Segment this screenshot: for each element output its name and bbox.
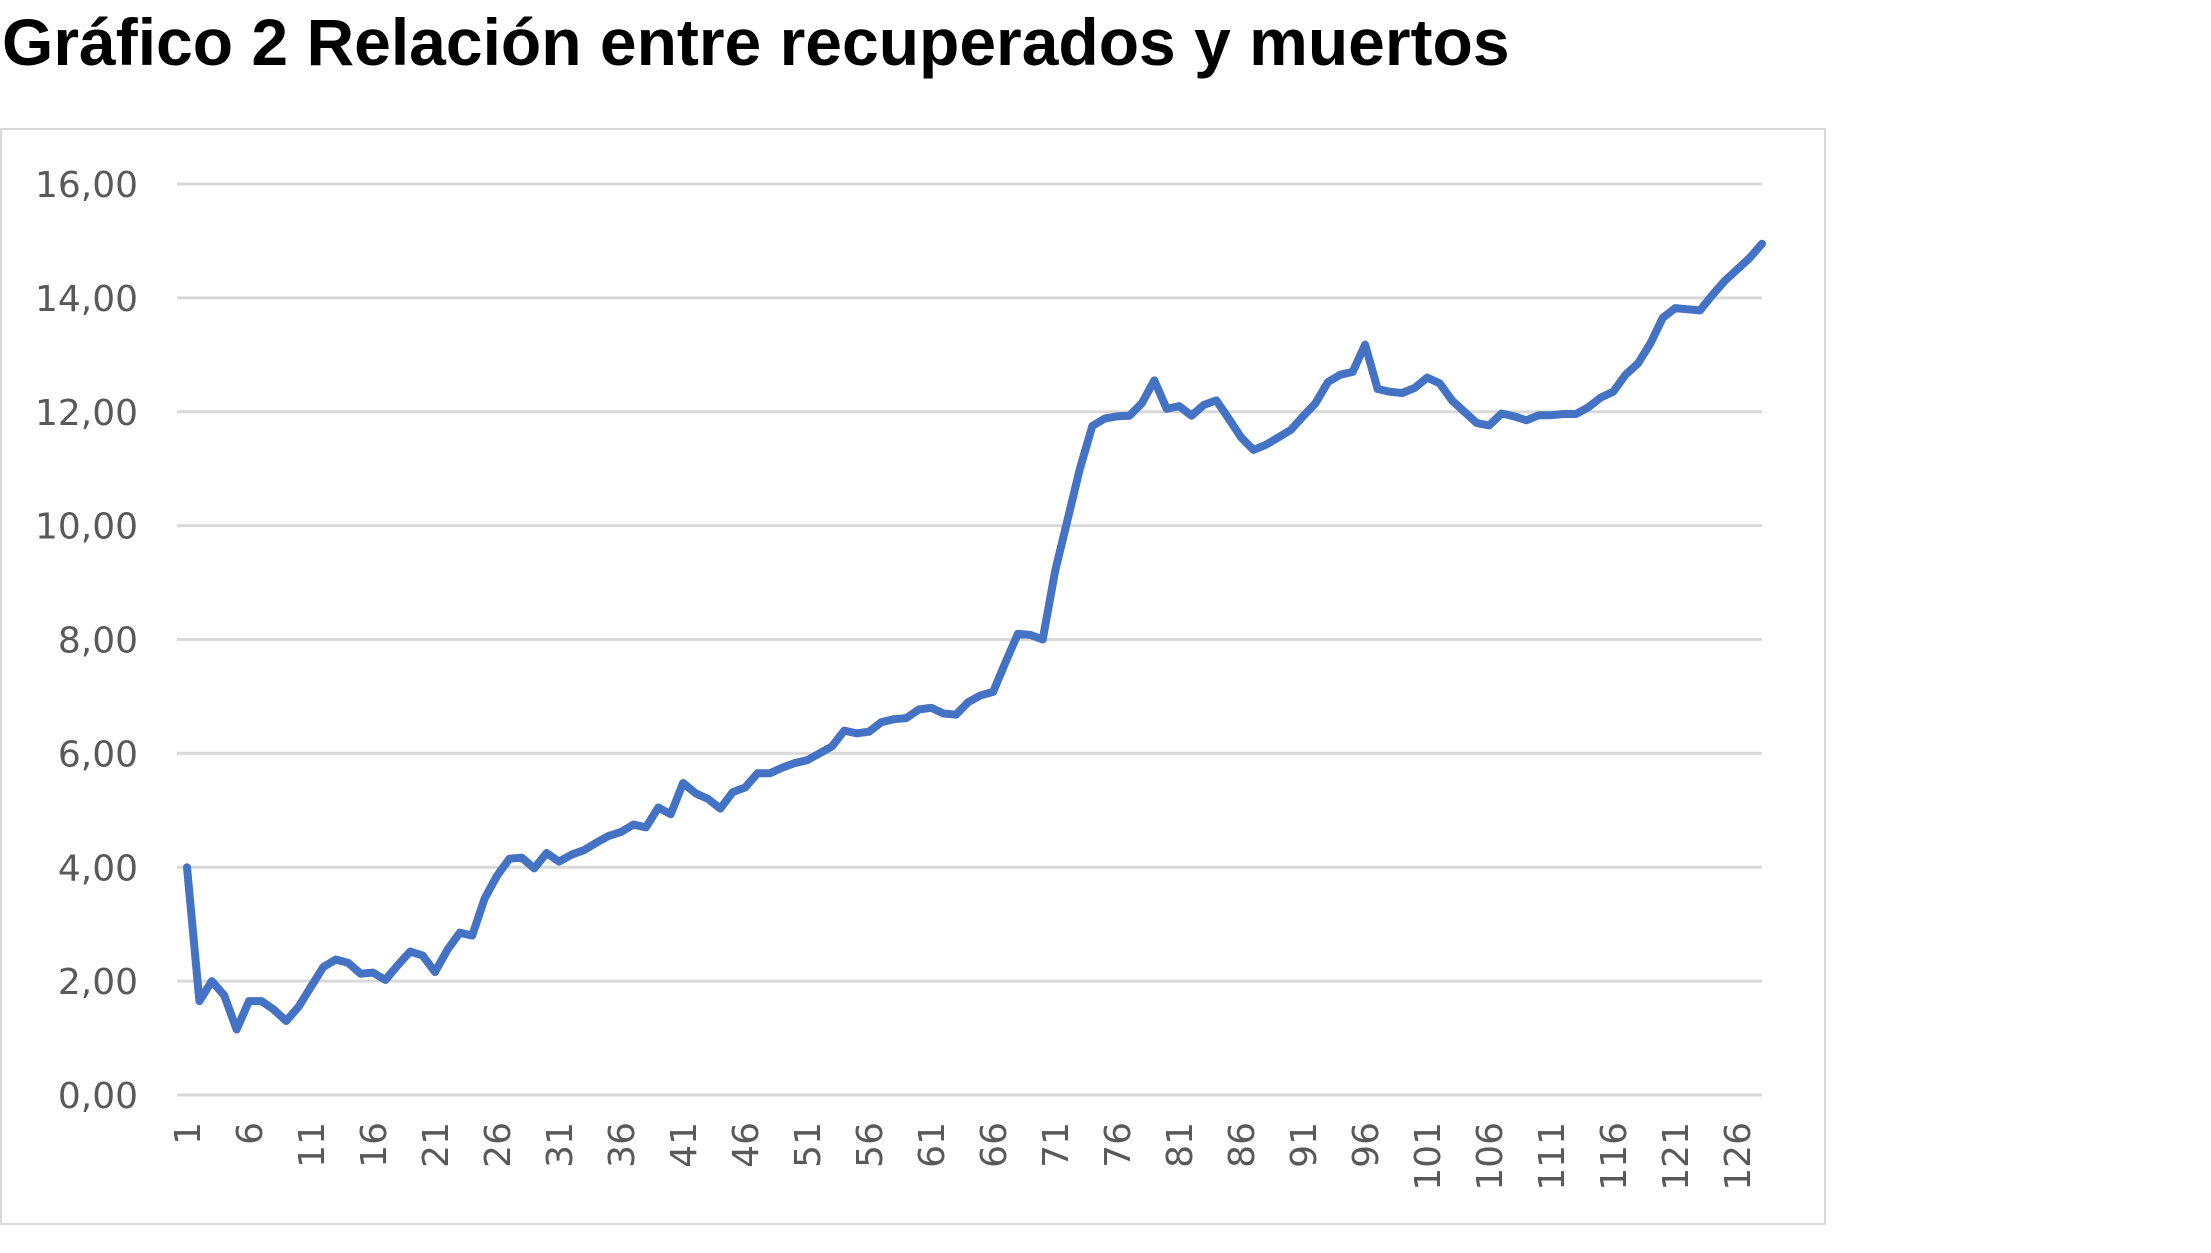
x-tick-label: 96 <box>1346 1122 1387 1168</box>
y-tick-label: 14,00 <box>35 279 138 320</box>
x-tick-label: 106 <box>1470 1122 1511 1191</box>
x-tick-label: 61 <box>912 1122 953 1168</box>
x-tick-label: 101 <box>1408 1122 1449 1191</box>
x-tick-label: 111 <box>1532 1122 1573 1191</box>
x-tick-label: 51 <box>788 1122 829 1168</box>
x-tick-label: 126 <box>1718 1122 1759 1191</box>
series-line <box>183 239 1766 1034</box>
x-tick-label: 81 <box>1160 1122 1201 1168</box>
x-tick-label: 46 <box>726 1122 767 1168</box>
x-tick-label: 41 <box>664 1122 705 1168</box>
y-tick-label: 2,00 <box>58 962 138 1003</box>
x-tick-label: 21 <box>416 1122 457 1168</box>
x-tick-label: 56 <box>850 1122 891 1168</box>
y-tick-label: 4,00 <box>58 848 138 889</box>
x-tick-label: 116 <box>1594 1122 1635 1191</box>
y-tick-label: 8,00 <box>58 621 138 662</box>
x-tick-label: 6 <box>230 1122 271 1145</box>
chart-area: 0,00 2,00 4,00 6,00 8,00 10,00 12,00 14,00 16,00… <box>0 128 1826 1225</box>
x-tick-label: 76 <box>1098 1122 1139 1168</box>
x-tick-label: 1 <box>168 1122 209 1145</box>
x-tick-label: 16 <box>354 1122 395 1168</box>
y-tick-label: 12,00 <box>35 393 138 434</box>
x-tick-label: 26 <box>478 1122 519 1168</box>
line-chart: 0,00 2,00 4,00 6,00 8,00 10,00 12,00 14,00 16,00… <box>35 165 1766 1191</box>
x-tick-label: 31 <box>540 1122 581 1168</box>
y-tick-label: 0,00 <box>58 1076 138 1117</box>
y-tick-label: 6,00 <box>58 734 138 775</box>
x-tick-label: 71 <box>1036 1122 1077 1168</box>
x-tick-label: 121 <box>1656 1122 1697 1191</box>
x-tick-label: 36 <box>602 1122 643 1168</box>
x-tick-label: 66 <box>974 1122 1015 1168</box>
x-tick-label: 86 <box>1222 1122 1263 1168</box>
x-tick-label: 91 <box>1284 1122 1325 1168</box>
chart-title: Gráfico 2 Relación entre recuperados y m… <box>2 5 1510 79</box>
x-tick-label: 11 <box>292 1122 333 1168</box>
y-tick-label: 10,00 <box>35 507 138 548</box>
y-tick-label: 16,00 <box>35 165 138 206</box>
